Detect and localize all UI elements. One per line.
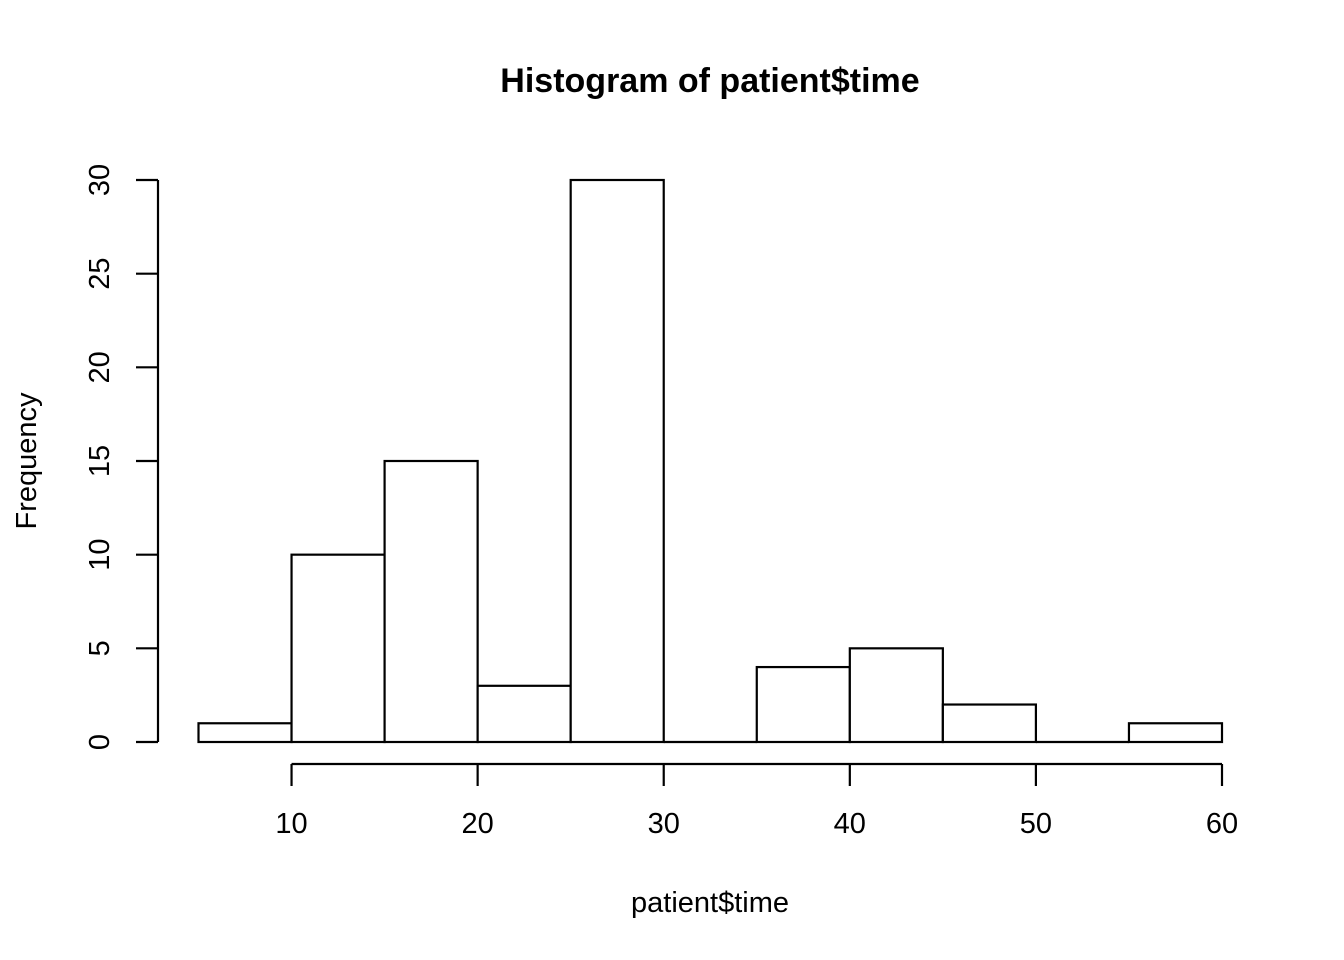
y-axis: 0 5 10 15 20 25 30 [84,164,160,750]
y-tick-label: 10 [84,539,116,571]
histogram-bar-4 [569,178,665,744]
chart-title: Histogram of patient$time [500,62,919,100]
y-axis-label: Frequency [11,392,43,530]
bars-group [197,178,1224,744]
histogram-bar-3 [476,684,572,744]
x-tick-label: 30 [648,808,680,840]
histogram-bar-2 [383,459,479,744]
x-tick-label: 50 [1020,808,1052,840]
histogram-bar-1 [290,553,386,744]
x-axis: 10 20 30 40 50 60 [275,762,1238,840]
y-tick-label: 5 [84,640,116,656]
histogram-bar-10 [1127,722,1224,744]
x-tick-label: 60 [1206,808,1238,840]
histogram-bar-0 [197,722,293,744]
x-tick-label: 40 [834,808,866,840]
y-tick-label: 0 [84,734,116,750]
x-axis-label: patient$time [631,887,789,919]
x-tick-label: 20 [462,808,494,840]
histogram-bar-6 [755,665,851,744]
histogram-bar-8 [941,703,1038,744]
histogram-bar-7 [848,647,944,744]
y-tick-label: 25 [84,258,116,290]
y-tick-label: 20 [84,351,116,383]
y-tick-label: 15 [84,445,116,477]
y-tick-label: 30 [84,164,116,196]
x-tick-label: 10 [275,808,307,840]
